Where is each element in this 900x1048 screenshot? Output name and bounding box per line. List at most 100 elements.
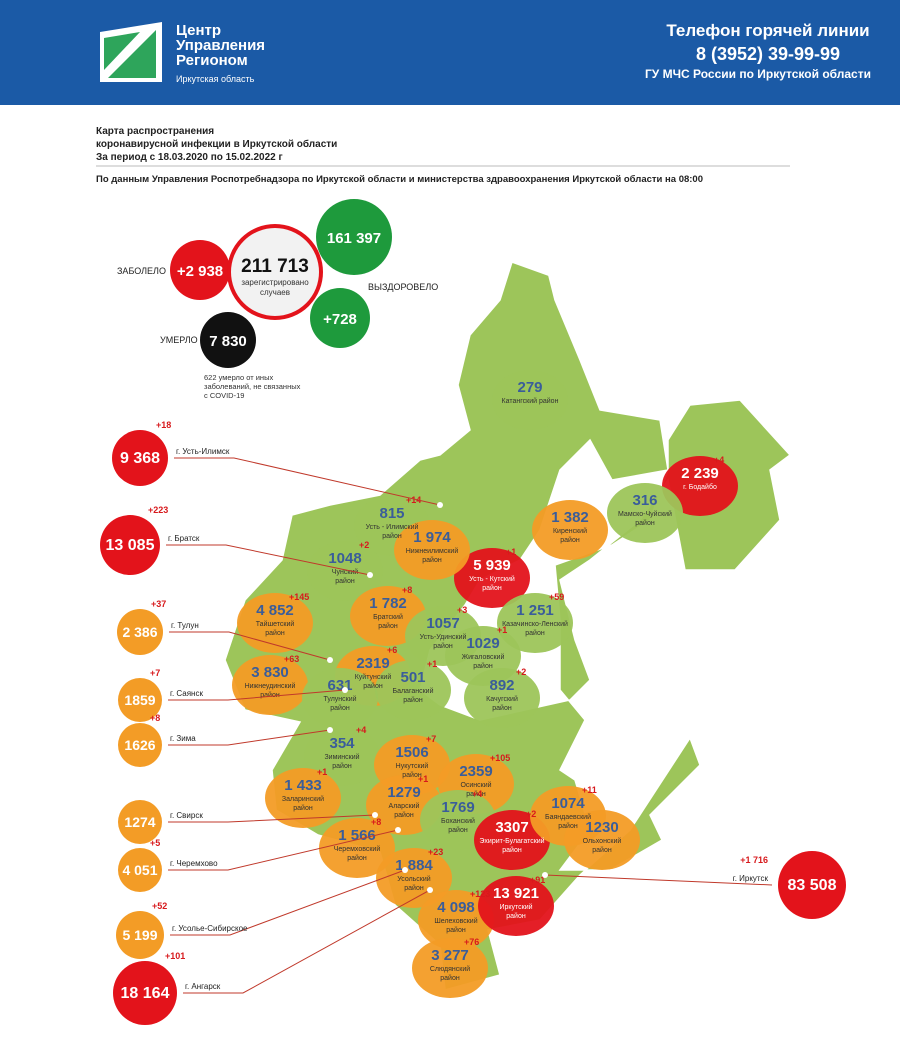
city-value: 1859 xyxy=(124,692,155,708)
city-dot xyxy=(395,827,401,833)
district-area xyxy=(532,500,608,560)
district-name: Заларинский xyxy=(282,795,324,803)
logo xyxy=(100,22,162,82)
district-name: район xyxy=(404,884,424,892)
district-name: Аларский xyxy=(389,802,420,810)
recovered-label: ВЫЗДОРОВЕЛО xyxy=(368,282,438,292)
district-name: район xyxy=(440,974,460,982)
district-value: 3 830 xyxy=(251,664,289,681)
other-deaths: 622 умерло от иных xyxy=(204,373,273,382)
district-name: Тайшетский xyxy=(256,620,295,628)
district-value: 1057 xyxy=(426,615,459,632)
city-circle xyxy=(118,800,162,844)
district-name: район xyxy=(332,762,352,770)
city-change: +223 xyxy=(148,505,168,515)
title-line: коронавирусной инфекции в Иркутской обла… xyxy=(96,138,337,150)
city-change: +37 xyxy=(151,599,166,609)
district-value: 3307 xyxy=(495,819,528,836)
district-value: 1074 xyxy=(551,795,585,812)
district-value: 1279 xyxy=(387,784,420,801)
total-circle xyxy=(227,224,323,320)
district-name: район xyxy=(492,704,512,712)
city-dot xyxy=(427,887,433,893)
infected-circle xyxy=(170,240,230,300)
district-name: Усть - Илимский xyxy=(366,523,419,531)
hotline-phone: 8 (3952) 39-99-99 xyxy=(696,44,840,64)
district-name: Качугский xyxy=(486,695,518,703)
recovered-circle xyxy=(316,199,392,275)
leader-line xyxy=(169,631,331,661)
logo-text: Регионом xyxy=(176,52,248,69)
district-name: Нукутский xyxy=(396,762,429,770)
district-name: район xyxy=(378,622,398,630)
city-name: г. Свирск xyxy=(170,811,203,820)
district-area xyxy=(237,593,313,653)
city-circle xyxy=(117,609,163,655)
died-label: УМЕРЛО xyxy=(160,335,198,345)
district-name: Зиминский xyxy=(324,753,359,761)
district-change: +76 xyxy=(464,937,479,947)
district-change: +1 xyxy=(317,767,327,777)
hotline-org: ГУ МЧС России по Иркутской области xyxy=(645,67,871,81)
district-change: +59 xyxy=(549,592,564,602)
city-change: +52 xyxy=(152,901,167,911)
recovered-new: +728 xyxy=(323,311,357,328)
district-name: район xyxy=(506,912,526,920)
district-value: 3 277 xyxy=(431,947,469,964)
city-dot xyxy=(327,727,333,733)
infected-label: ЗАБОЛЕЛО xyxy=(117,266,166,276)
city-circle xyxy=(116,911,164,959)
district-change: +145 xyxy=(289,592,309,602)
city-change: +7 xyxy=(150,668,160,678)
city-value: 83 508 xyxy=(788,877,837,894)
district-name: район xyxy=(560,536,580,544)
city-circle xyxy=(100,515,160,575)
district-change: +4 xyxy=(714,455,724,465)
district-area xyxy=(418,890,494,950)
district-name: Боханский xyxy=(441,817,475,825)
leader-line xyxy=(174,457,441,506)
total: 211 713 xyxy=(241,256,309,277)
city-value: 2 386 xyxy=(122,624,157,640)
city-value: 5 199 xyxy=(122,927,157,943)
district-name: район xyxy=(433,642,453,650)
district-change: +123 xyxy=(470,889,490,899)
district-change: +7 xyxy=(426,734,436,744)
city-name: г. Зима xyxy=(170,734,196,743)
hotline-title: Телефон горячей линии xyxy=(666,21,869,40)
city-name: г. Иркутск xyxy=(733,874,769,883)
district-value: 1029 xyxy=(466,635,499,652)
district-value: 815 xyxy=(379,505,404,522)
district-area xyxy=(564,810,640,870)
district-area xyxy=(304,726,380,786)
total-note: зарегистрировано xyxy=(241,278,309,287)
district-name: район xyxy=(502,846,522,854)
district-name: район xyxy=(394,811,414,819)
city-circle xyxy=(118,723,162,767)
district-value: 2319 xyxy=(356,655,389,672)
district-name: район xyxy=(635,519,655,527)
district-change: +1 xyxy=(427,659,437,669)
district-value: 1 382 xyxy=(551,509,589,526)
district-name: Мамско-Чуйский xyxy=(618,510,672,518)
district-name: район xyxy=(330,704,350,712)
district-value: 13 921 xyxy=(493,885,539,902)
district-area xyxy=(492,370,568,430)
district-name: Усть-Удинский xyxy=(420,633,467,641)
district-area xyxy=(478,876,554,936)
district-area xyxy=(375,660,451,720)
died: 7 830 xyxy=(209,333,247,350)
district-change: +11 xyxy=(582,785,597,795)
district-area xyxy=(412,938,488,998)
city-dot xyxy=(437,502,443,508)
city-value: 1626 xyxy=(124,737,155,753)
district-area xyxy=(607,483,683,543)
district-name: Тулунский xyxy=(323,695,356,703)
district-value: 892 xyxy=(489,677,514,694)
city-name: г. Усть-Илимск xyxy=(176,447,230,456)
district-change: +2 xyxy=(516,667,526,677)
district-name: район xyxy=(558,822,578,830)
city-dot xyxy=(367,572,373,578)
city-name: г. Ангарск xyxy=(185,982,221,991)
district-name: Киренский xyxy=(553,527,587,535)
